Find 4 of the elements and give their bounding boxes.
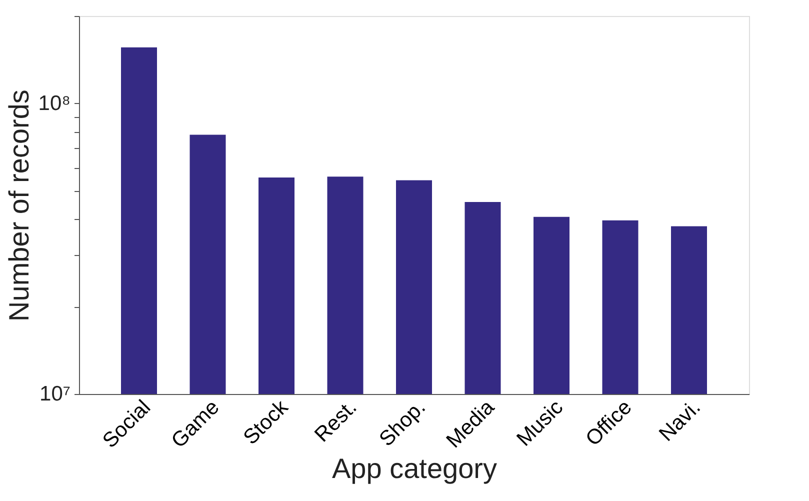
x-axis-title: App category bbox=[332, 452, 497, 484]
y-tick-label: 10⁷ bbox=[40, 382, 70, 406]
y-tick-label: 10⁸ bbox=[38, 92, 70, 115]
y-axis-title: Number of records bbox=[3, 90, 34, 322]
